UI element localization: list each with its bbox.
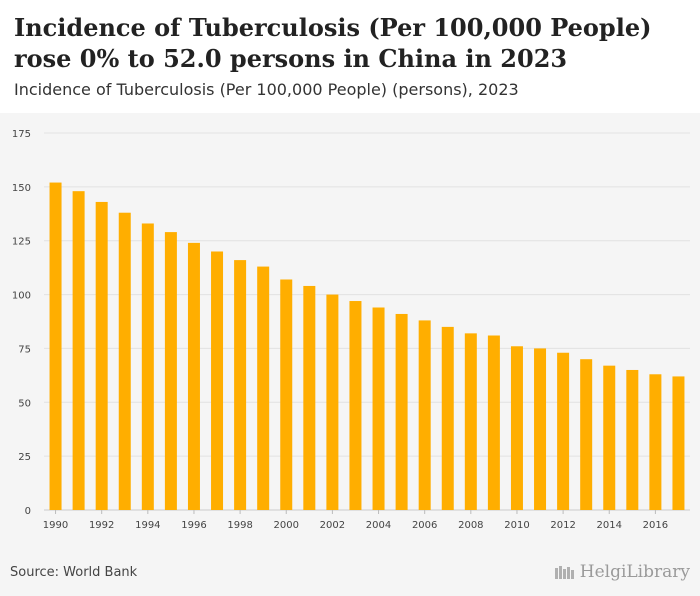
bar-1994[interactable] bbox=[141, 223, 154, 510]
source-note: Source: World Bank bbox=[10, 565, 138, 580]
bar-2004[interactable] bbox=[372, 307, 385, 511]
x-tick-label: 2006 bbox=[412, 520, 437, 531]
bar-2005[interactable] bbox=[395, 313, 408, 510]
bar-1991[interactable] bbox=[72, 191, 85, 511]
bar-2001[interactable] bbox=[303, 285, 316, 510]
y-tick-label: 175 bbox=[12, 129, 31, 140]
y-tick-label: 0 bbox=[25, 506, 31, 517]
bar-2006[interactable] bbox=[418, 320, 431, 510]
x-tick-label: 1994 bbox=[135, 520, 160, 531]
x-tick-label: 1996 bbox=[181, 520, 206, 531]
grid-lines bbox=[44, 132, 690, 511]
y-tick-label: 150 bbox=[12, 183, 31, 194]
chart-header: Incidence of Tuberculosis (Per 100,000 P… bbox=[0, 0, 700, 113]
bar-2007[interactable] bbox=[441, 326, 454, 510]
chart-subtitle: Incidence of Tuberculosis (Per 100,000 P… bbox=[14, 80, 519, 99]
y-tick-label: 25 bbox=[18, 452, 31, 463]
bar-2013[interactable] bbox=[580, 359, 593, 510]
bar-1997[interactable] bbox=[211, 251, 224, 511]
bar-1993[interactable] bbox=[118, 212, 131, 510]
bar-2008[interactable] bbox=[464, 333, 477, 510]
x-tick-label: 2010 bbox=[504, 520, 529, 531]
bar-2003[interactable] bbox=[349, 301, 362, 510]
x-tick-label: 2014 bbox=[597, 520, 622, 531]
logo-text: HelgiLibrary bbox=[579, 562, 690, 582]
x-axis: 1990 1992 1994 1996 1998 2000 2002 2004 2006 2008… bbox=[43, 510, 668, 531]
bar-2000[interactable] bbox=[280, 279, 293, 510]
bar-2017[interactable] bbox=[672, 376, 685, 510]
y-tick-label: 75 bbox=[18, 344, 31, 355]
bar-2012[interactable] bbox=[557, 352, 570, 510]
bar-chart: 0 25 50 75 100 125 150 175 1990 1992 1994 1996 1998… bbox=[12, 129, 690, 531]
bar-1995[interactable] bbox=[164, 232, 177, 510]
chart-area: 0 25 50 75 100 125 150 175 1990 1992 1994 1996 1998… bbox=[0, 113, 700, 596]
x-tick-label: 2012 bbox=[550, 520, 575, 531]
y-tick-label: 50 bbox=[18, 398, 31, 409]
helgi-library-logo[interactable]: HelgiLibrary bbox=[554, 562, 690, 582]
bar-1990[interactable] bbox=[49, 182, 62, 511]
bars bbox=[49, 182, 685, 511]
x-tick-label: 1998 bbox=[227, 520, 252, 531]
y-axis: 0 25 50 75 100 125 150 175 bbox=[12, 129, 31, 517]
bar-2016[interactable] bbox=[649, 374, 662, 510]
y-tick-label: 125 bbox=[12, 237, 31, 248]
x-tick-label: 1992 bbox=[89, 520, 114, 531]
bar-2011[interactable] bbox=[534, 348, 547, 510]
x-tick-label: 1990 bbox=[43, 520, 68, 531]
bar-2009[interactable] bbox=[487, 335, 500, 511]
y-tick-label: 100 bbox=[12, 291, 31, 302]
bar-1996[interactable] bbox=[187, 242, 200, 510]
bar-1999[interactable] bbox=[257, 266, 270, 510]
x-tick-label: 2002 bbox=[320, 520, 345, 531]
chart-title: Incidence of Tuberculosis (Per 100,000 P… bbox=[14, 13, 652, 73]
bar-2015[interactable] bbox=[626, 369, 639, 510]
bar-2010[interactable] bbox=[510, 346, 523, 510]
x-tick-label: 2000 bbox=[274, 520, 299, 531]
bar-1992[interactable] bbox=[95, 201, 108, 510]
library-icon bbox=[554, 566, 574, 579]
bar-1998[interactable] bbox=[234, 260, 247, 510]
x-tick-label: 2004 bbox=[366, 520, 391, 531]
x-tick-label: 2008 bbox=[458, 520, 483, 531]
bar-2002[interactable] bbox=[326, 294, 339, 510]
x-tick-label: 2016 bbox=[643, 520, 668, 531]
bar-2014[interactable] bbox=[603, 365, 616, 510]
